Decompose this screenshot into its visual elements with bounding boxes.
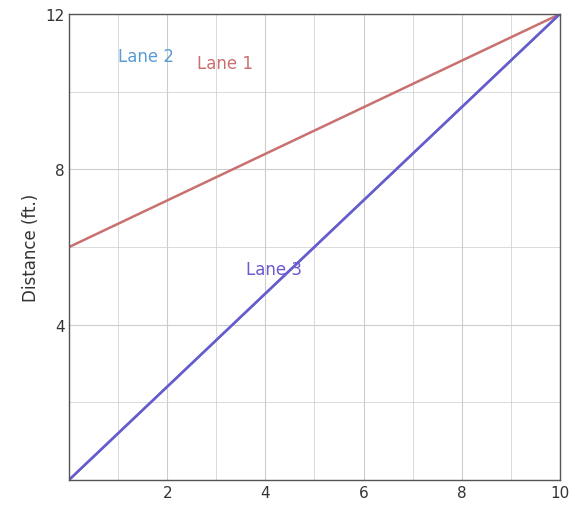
- Text: Lane 1: Lane 1: [197, 56, 253, 73]
- Y-axis label: Distance (ft.): Distance (ft.): [21, 193, 40, 301]
- Text: Lane 3: Lane 3: [246, 261, 302, 279]
- Text: Lane 2: Lane 2: [118, 47, 174, 66]
